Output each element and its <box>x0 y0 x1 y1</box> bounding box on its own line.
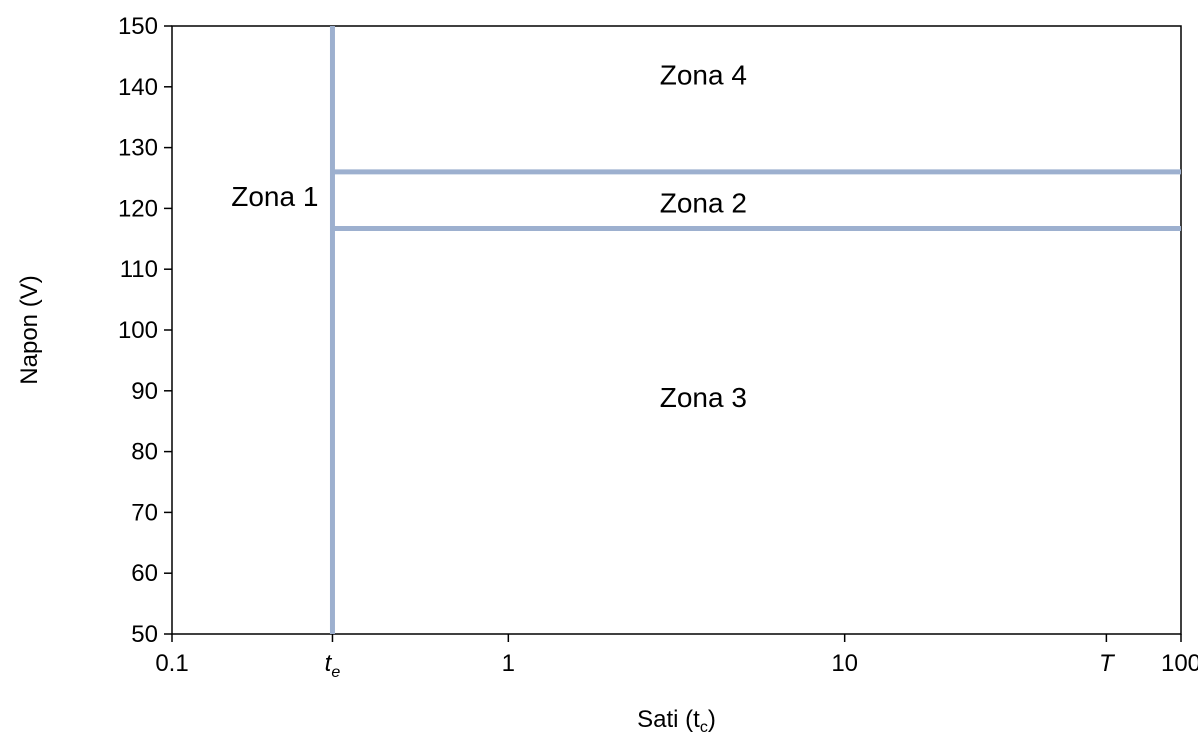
x-axis-title-subscript: c <box>700 719 708 736</box>
marker-label-subscript: e <box>331 664 340 681</box>
x-tick-label: 10 <box>831 650 858 677</box>
x-axis: 0.1 1 10 100 te T <box>155 634 1198 681</box>
x-axis-title-main: Sati (t <box>637 706 700 733</box>
y-tick-label: 140 <box>118 74 158 101</box>
marker-label: T <box>1099 650 1116 677</box>
zone-labels: Zona 1 Zona 2 Zona 3 Zona 4 <box>231 60 747 413</box>
marker-label: te <box>325 650 341 681</box>
y-tick-label: 130 <box>118 135 158 162</box>
x-tick-label: 0.1 <box>155 650 188 677</box>
zone-label: Zona 1 <box>231 181 318 212</box>
x-axis-title: Sati (tc) <box>637 706 716 736</box>
y-axis: 50 60 70 80 90 100 110 120 130 140 150 <box>118 13 172 648</box>
y-tick-label: 100 <box>118 317 158 344</box>
plot-area <box>171 25 1182 635</box>
y-tick-label: 150 <box>118 13 158 40</box>
marker-label-main: T <box>1099 650 1116 677</box>
x-axis-title-end: ) <box>708 706 716 733</box>
zone-label: Zona 4 <box>660 60 747 91</box>
y-tick-label: 120 <box>118 195 158 222</box>
x-tick-label: 100 <box>1161 650 1198 677</box>
marker-label-main: t <box>325 650 333 677</box>
zone-label: Zona 2 <box>660 187 747 218</box>
y-tick-label: 70 <box>131 499 158 526</box>
zone-boundaries <box>329 26 1181 634</box>
y-tick-label: 90 <box>131 378 158 405</box>
x-tick-label: 1 <box>502 650 515 677</box>
y-axis-title: Napon (V) <box>16 275 43 384</box>
y-tick-label: 50 <box>131 621 158 648</box>
zone-label: Zona 3 <box>660 382 747 413</box>
y-tick-label: 60 <box>131 560 158 587</box>
plot-frame <box>171 25 1182 635</box>
y-tick-label: 110 <box>120 256 158 283</box>
y-tick-label: 80 <box>131 439 158 466</box>
